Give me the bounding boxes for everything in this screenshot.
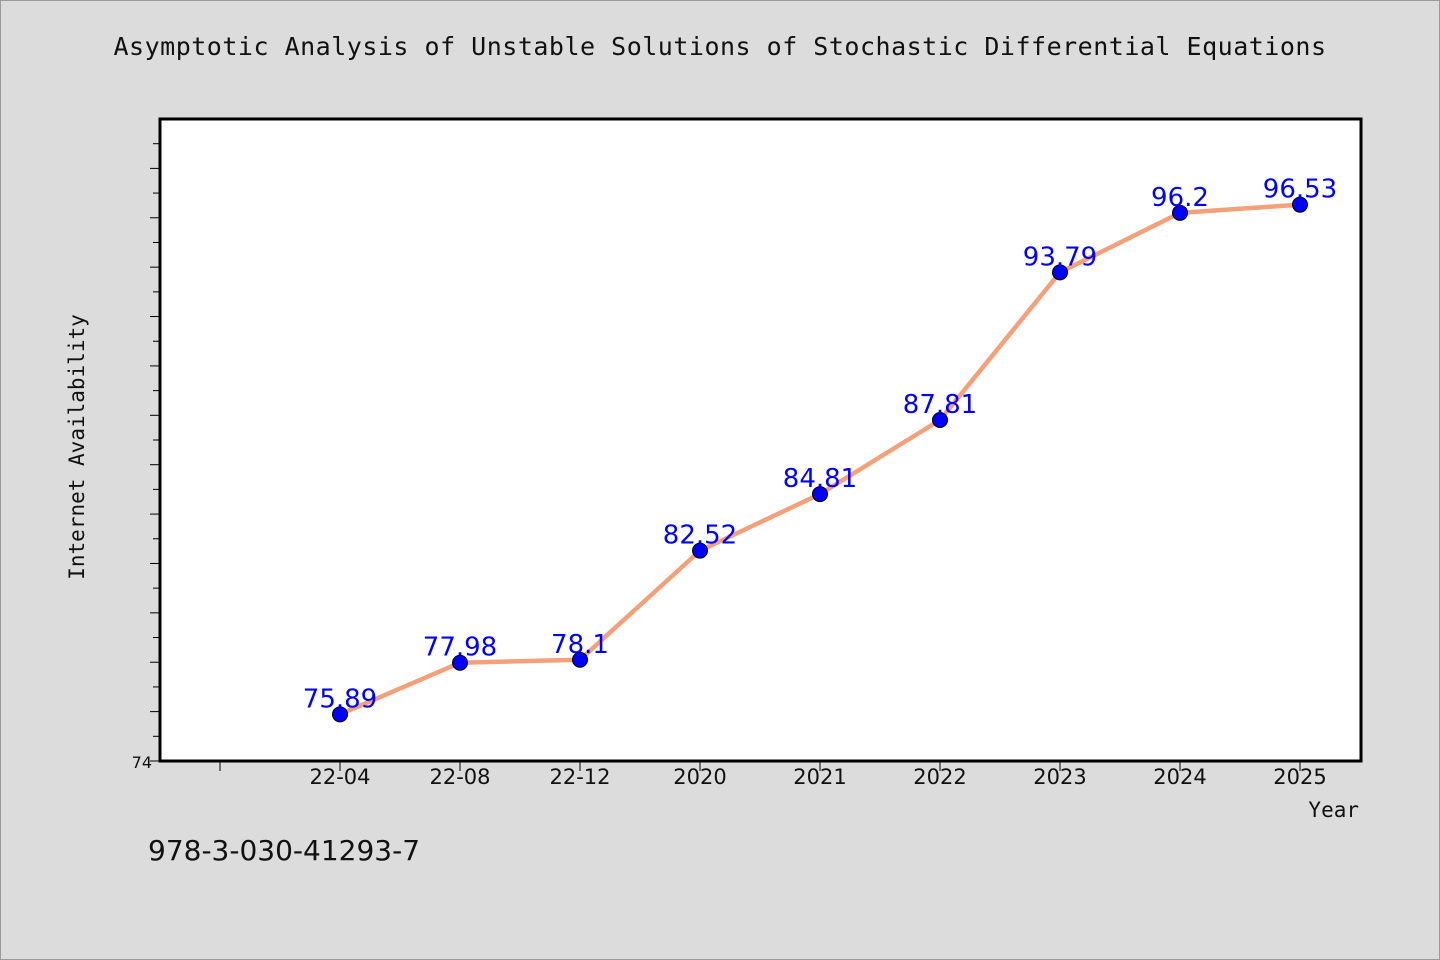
- x-axis-ticks: 22-04 22-08 22-12 2020 2021 2022 2023 2024 2025: [219, 761, 1327, 789]
- data-label: 96.53: [1263, 175, 1337, 205]
- marker-group: [332, 196, 1308, 723]
- data-label: 77.98: [423, 633, 497, 663]
- data-label: 82.52: [663, 521, 737, 551]
- x-tick-label: 2025: [1273, 765, 1326, 789]
- isbn-text: 978-3-030-41293-7: [148, 834, 421, 867]
- data-point-marker: [932, 411, 948, 428]
- data-point-marker: [1172, 204, 1188, 221]
- y-axis-label: Internet Availability: [65, 314, 89, 580]
- x-tick-label: 2021: [793, 765, 846, 789]
- data-point-marker: [452, 654, 468, 671]
- data-label-group: 75.89 77.98 78.1 82.52 84.81 87.81 93.79 96.2 96…: [303, 175, 1337, 715]
- data-label: 84.81: [783, 464, 857, 494]
- data-point-marker: [332, 706, 348, 723]
- x-tick-label: 2023: [1033, 765, 1086, 789]
- plot-area: [158, 117, 1363, 763]
- data-point-marker: [1052, 264, 1068, 281]
- y-axis-ticks: 74: [132, 143, 160, 772]
- x-tick-label: 2022: [913, 765, 966, 789]
- x-tick-label: 2024: [1153, 765, 1206, 789]
- x-tick-label: 22-12: [549, 765, 610, 789]
- data-label: 96.2: [1151, 183, 1209, 213]
- data-label: 87.81: [903, 390, 977, 420]
- data-label: 93.79: [1023, 242, 1097, 272]
- x-axis-label: Year: [1308, 798, 1359, 822]
- data-point-marker: [692, 542, 708, 559]
- data-point-marker: [572, 651, 588, 668]
- chart-title: Asymptotic Analysis of Unstable Solution…: [113, 32, 1327, 61]
- y-tick-label: 74: [132, 753, 152, 772]
- data-label: 78.1: [551, 630, 609, 660]
- data-point-marker: [812, 486, 828, 503]
- x-tick-label: 2020: [673, 765, 726, 789]
- x-tick-label: 22-08: [429, 765, 490, 789]
- data-label: 75.89: [303, 684, 377, 714]
- data-point-marker: [1292, 196, 1308, 213]
- x-tick-label: 22-04: [309, 765, 370, 789]
